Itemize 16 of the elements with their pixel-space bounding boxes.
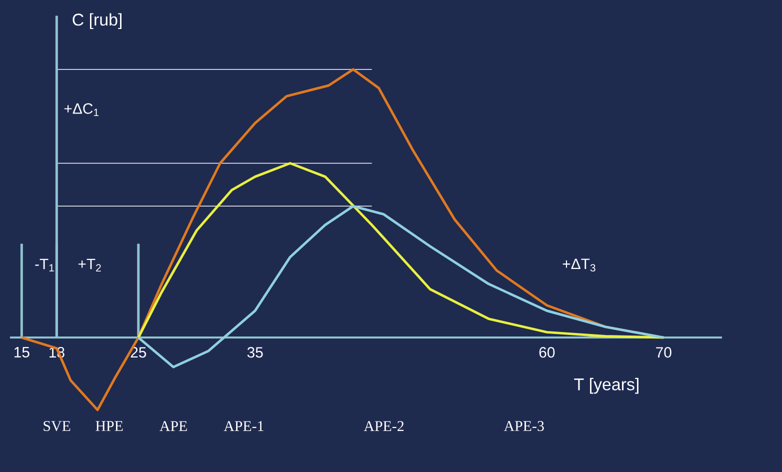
x-axis-title: T [years]: [574, 378, 638, 394]
text: HPE: [96, 421, 123, 431]
x-tick-label: 60: [539, 347, 555, 358]
text: APE-3: [504, 421, 544, 432]
text: APE-1: [224, 421, 264, 431]
x-tick-label: 15: [14, 347, 30, 358]
x-tick-label: 35: [247, 347, 263, 358]
x-tick-label: 70: [656, 347, 672, 358]
text: SVE: [44, 420, 70, 432]
annotation: +T$_{2}$: [78, 258, 101, 272]
annotation: -T$_{1}$: [35, 258, 54, 272]
annotation: +ΔC$_{1}$: [64, 103, 99, 116]
annotation: +ΔT$_{3}$: [562, 258, 596, 272]
text: APE: [160, 421, 187, 431]
text: APE-2: [364, 421, 404, 431]
y-axis-title: C [rub]: [72, 13, 122, 30]
